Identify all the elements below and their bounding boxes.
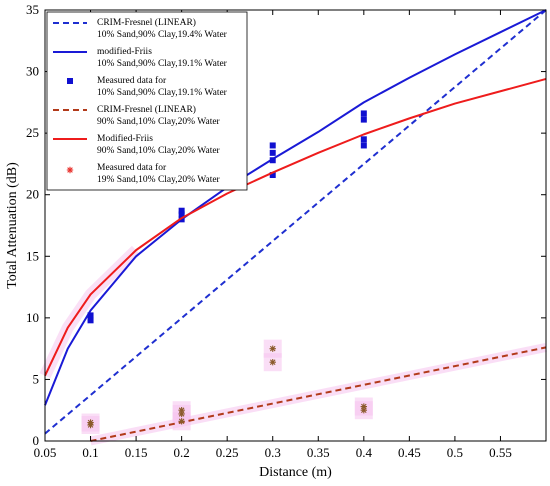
x-tick-label: 0.05 xyxy=(34,445,57,460)
measured-sand-point xyxy=(178,410,185,418)
measured-sand-point xyxy=(269,345,276,352)
legend-label-measured-sand-point: Measured data for xyxy=(97,162,167,173)
legend-label-modified-friis-sand-line: Modified-Friis xyxy=(97,133,153,144)
legend-label-crim-fresnel-clay-line: CRIM-Fresnel (LINEAR) xyxy=(97,17,196,28)
x-tick-label: 0.4 xyxy=(356,445,373,460)
measured-clay-point xyxy=(360,136,367,143)
measured-clay-point xyxy=(269,142,276,149)
legend-sublabel-crim-fresnel-sand-line: 90% Sand,10% Clay,20% Water xyxy=(97,117,221,127)
crim-fresnel-sand-line xyxy=(90,346,547,442)
measured-clay-point xyxy=(178,216,185,223)
measured-sand-point xyxy=(360,407,368,414)
measured-clay-point xyxy=(178,207,185,214)
y-tick-label: 35 xyxy=(26,2,39,17)
x-tick-label: 0.3 xyxy=(265,445,281,460)
measured-clay-point xyxy=(87,312,94,319)
measured-sand-point xyxy=(87,419,94,426)
legend-box xyxy=(46,11,248,191)
legend-label-modified-friis-clay-line: modified-Friis xyxy=(97,46,152,57)
legend-swatch-measured-clay-point xyxy=(67,78,73,84)
y-tick-label: 15 xyxy=(26,248,39,263)
measured-clay-point xyxy=(269,172,276,179)
legend-sublabel-crim-fresnel-clay-line: 10% Sand,90% Clay,19.4% Water xyxy=(97,30,228,40)
measured-sand-point xyxy=(178,418,185,425)
legend-label-crim-fresnel-sand-line: CRIM-Fresnel (LINEAR) xyxy=(97,104,196,115)
measured-clay-point xyxy=(178,211,185,218)
x-tick-label: 0.25 xyxy=(216,445,239,460)
y-tick-label: 10 xyxy=(26,310,39,325)
legend-sublabel-modified-friis-sand-line: 90% Sand,10% Clay,20% Water xyxy=(97,146,221,156)
legend-swatch-measured-sand-point xyxy=(66,166,74,174)
x-tick-label: 0.55 xyxy=(489,445,512,460)
legend-label-measured-clay-point: Measured data for xyxy=(97,75,167,86)
measured-clay-point xyxy=(360,116,367,123)
measured-clay-point xyxy=(269,157,276,164)
x-tick-label: 0.35 xyxy=(307,445,330,460)
y-tick-label: 0 xyxy=(33,433,40,448)
x-tick-label: 0.1 xyxy=(82,445,98,460)
y-tick-label: 20 xyxy=(26,187,39,202)
measured-clay-point xyxy=(269,149,276,156)
measured-sand-point xyxy=(178,407,185,414)
axis-ticks: 0.05 0.1 0.15 0.2 0.25 0.3 0.35 0.4 0.45 0.5 0.55 0… xyxy=(26,2,546,460)
legend-sublabel-measured-sand-point: 19% Sand,10% Clay,20% Water xyxy=(97,175,221,185)
legend-sublabel-measured-clay-point: 10% Sand,90% Clay,19.1% Water xyxy=(97,88,228,98)
measured-clay-point xyxy=(360,110,367,117)
y-tick-label: 25 xyxy=(26,125,39,140)
x-tick-label: 0.45 xyxy=(398,445,421,460)
plot-frame xyxy=(44,9,547,442)
legend-sublabel-modified-friis-clay-line: 10% Sand,90% Clay,19.1% Water xyxy=(97,59,228,69)
measured-sand-point xyxy=(360,403,368,410)
x-tick-label: 0.5 xyxy=(447,445,463,460)
y-axis-label: Total Attenuation (dB) xyxy=(5,162,20,289)
x-tick-label: 0.2 xyxy=(174,445,190,460)
measured-clay-point xyxy=(360,142,367,149)
x-axis-label: Distance (m) xyxy=(259,465,332,480)
y-tick-label: 30 xyxy=(26,64,39,79)
modified-friis-sand-line xyxy=(44,77,547,377)
series-layer xyxy=(44,9,547,442)
measured-clay-point xyxy=(87,317,94,324)
y-tick-label: 5 xyxy=(33,371,40,386)
legend: CRIM-Fresnel (LINEAR) 10% Sand,90% Clay,1… xyxy=(46,11,248,191)
measured-sand-point xyxy=(269,358,276,366)
x-tick-label: 0.15 xyxy=(125,445,148,460)
